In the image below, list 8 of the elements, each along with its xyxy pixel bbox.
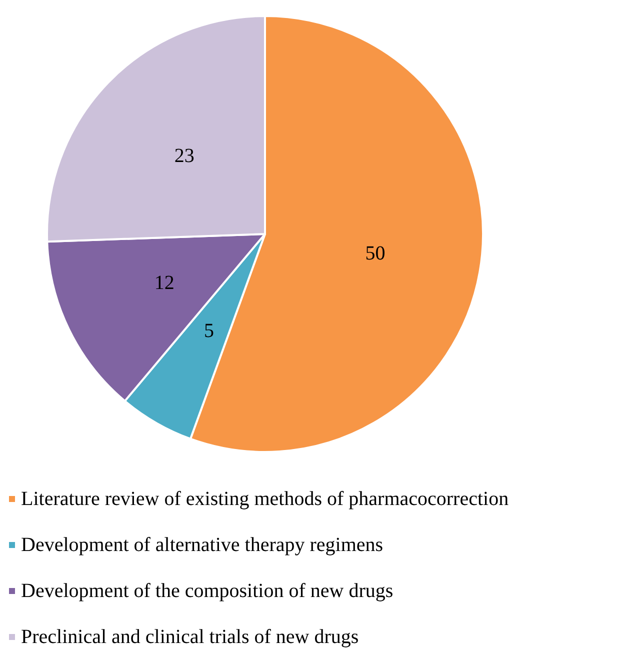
legend-label: Development of alternative therapy regimens (21, 534, 384, 556)
legend-label: Literature review of existing methods of pharmacocorrection (21, 488, 509, 510)
data-label: 23 (174, 145, 194, 168)
legend-label: Development of the composition of new drugs (21, 580, 394, 602)
legend-label: Preclinical and clinical trials of new drugs (21, 626, 359, 648)
data-label: 50 (365, 242, 386, 264)
data-label: 12 (154, 272, 174, 294)
data-label: 5 (204, 320, 214, 342)
